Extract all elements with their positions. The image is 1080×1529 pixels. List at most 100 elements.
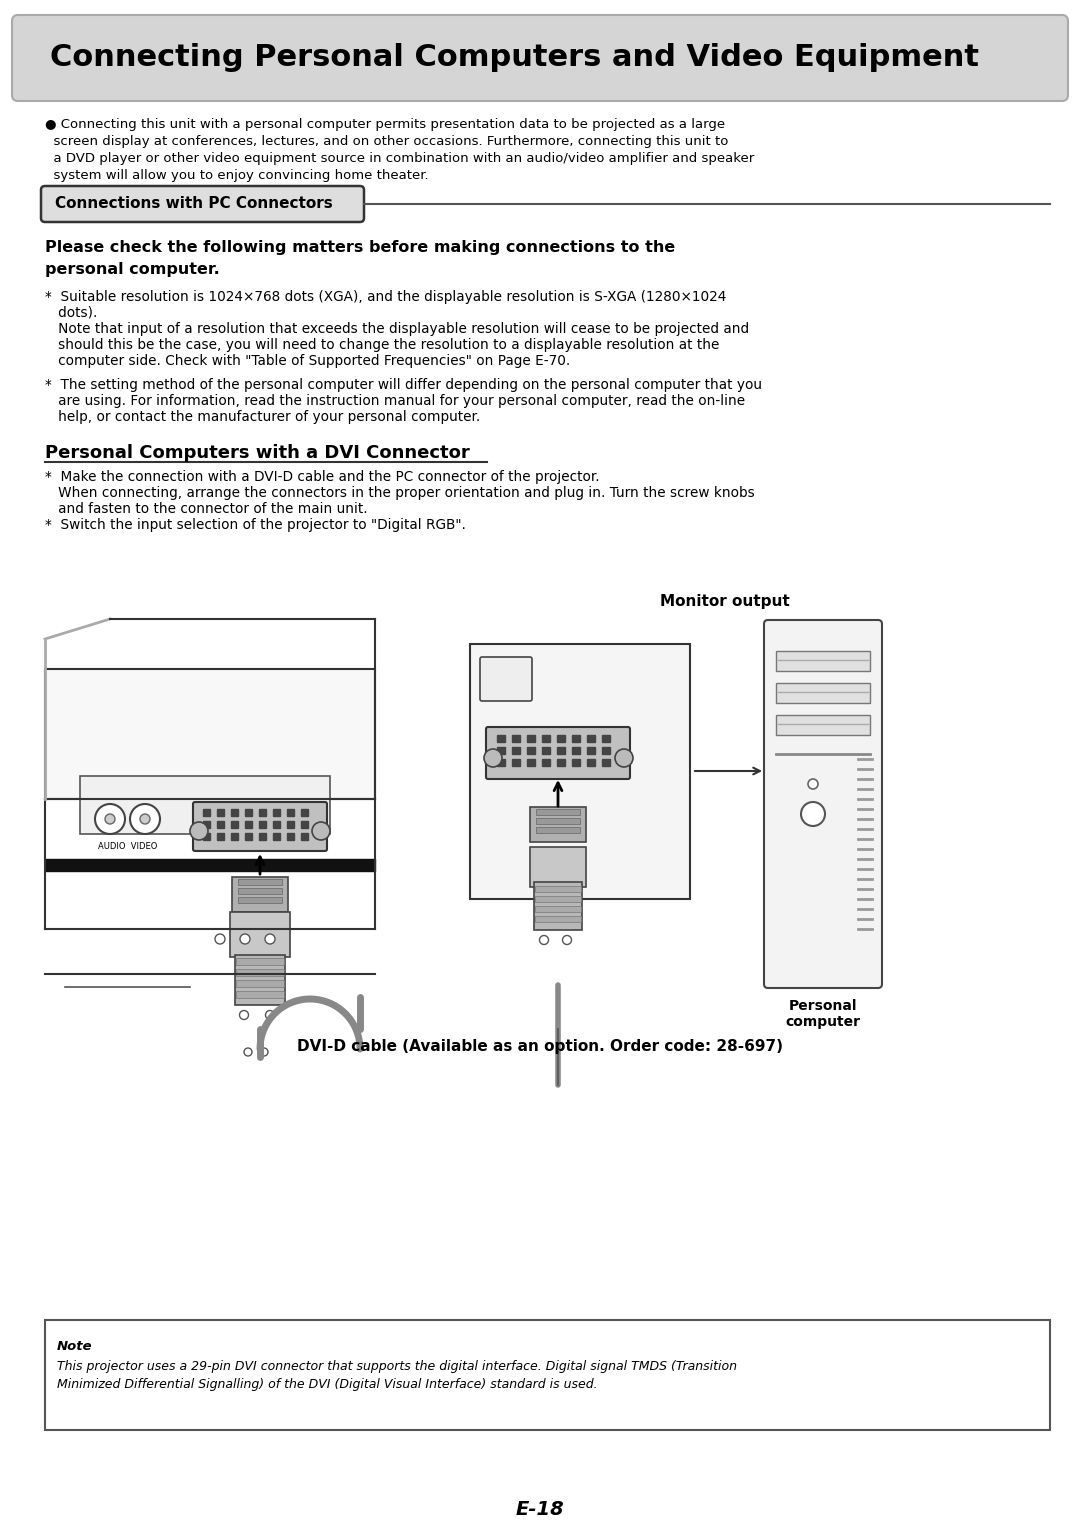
Text: Connecting Personal Computers and Video Equipment: Connecting Personal Computers and Video … xyxy=(50,43,978,72)
FancyBboxPatch shape xyxy=(193,803,327,852)
Text: *  Suitable resolution is 1024×768 dots (XGA), and the displayable resolution is: * Suitable resolution is 1024×768 dots (… xyxy=(45,291,727,304)
Text: AUDIO  VIDEO: AUDIO VIDEO xyxy=(98,842,158,852)
Text: E-18: E-18 xyxy=(515,1500,565,1518)
Bar xyxy=(301,821,308,829)
Bar xyxy=(572,748,580,754)
Circle shape xyxy=(484,749,502,768)
Bar xyxy=(536,809,580,815)
Text: Note: Note xyxy=(57,1339,93,1353)
Bar xyxy=(232,878,288,911)
Bar xyxy=(45,670,375,800)
Bar xyxy=(273,833,280,839)
Bar xyxy=(231,833,238,839)
Bar xyxy=(542,735,550,742)
Bar xyxy=(497,735,505,742)
Bar xyxy=(237,969,284,976)
Bar xyxy=(535,907,581,911)
Bar xyxy=(588,758,595,766)
Bar xyxy=(512,748,519,754)
Text: should this be the case, you will need to change the resolution to a displayable: should this be the case, you will need t… xyxy=(45,338,719,352)
Circle shape xyxy=(801,803,825,826)
Bar xyxy=(287,821,294,829)
Bar xyxy=(231,821,238,829)
Circle shape xyxy=(215,934,225,943)
Bar xyxy=(572,758,580,766)
Text: personal computer.: personal computer. xyxy=(45,261,219,277)
Circle shape xyxy=(266,1011,274,1020)
Circle shape xyxy=(260,1047,268,1057)
FancyBboxPatch shape xyxy=(41,187,364,222)
Circle shape xyxy=(312,823,330,839)
Bar xyxy=(512,758,519,766)
Circle shape xyxy=(540,936,549,945)
Text: are using. For information, read the instruction manual for your personal comput: are using. For information, read the ins… xyxy=(45,394,745,408)
Bar xyxy=(777,651,870,671)
Bar xyxy=(777,716,870,735)
Bar xyxy=(217,833,224,839)
Bar xyxy=(217,821,224,829)
Bar xyxy=(497,758,505,766)
Text: When connecting, arrange the connectors in the proper orientation and plug in. T: When connecting, arrange the connectors … xyxy=(45,486,755,500)
Circle shape xyxy=(240,934,249,943)
Bar xyxy=(602,748,610,754)
Bar xyxy=(235,956,285,1005)
Bar xyxy=(527,748,535,754)
Text: dots).: dots). xyxy=(45,306,97,320)
Text: system will allow you to enjoy convincing home theater.: system will allow you to enjoy convincin… xyxy=(45,170,429,182)
Circle shape xyxy=(190,823,208,839)
Text: This projector uses a 29-pin DVI connector that supports the digital interface. : This projector uses a 29-pin DVI connect… xyxy=(57,1359,737,1373)
Bar xyxy=(245,821,252,829)
Bar xyxy=(287,809,294,816)
Bar xyxy=(203,821,210,829)
Bar xyxy=(557,748,565,754)
Bar xyxy=(534,882,582,930)
Bar xyxy=(535,916,581,922)
FancyBboxPatch shape xyxy=(486,726,630,778)
FancyBboxPatch shape xyxy=(764,619,882,988)
Text: and fasten to the connector of the main unit.: and fasten to the connector of the main … xyxy=(45,502,367,515)
Bar xyxy=(238,888,282,894)
Bar xyxy=(301,833,308,839)
FancyBboxPatch shape xyxy=(480,657,532,700)
Bar xyxy=(245,833,252,839)
Circle shape xyxy=(240,1011,248,1020)
Bar xyxy=(237,959,284,965)
Bar xyxy=(259,809,266,816)
Bar xyxy=(777,683,870,703)
Bar xyxy=(542,748,550,754)
Bar xyxy=(273,821,280,829)
Text: Monitor output: Monitor output xyxy=(660,593,789,609)
Text: *  The setting method of the personal computer will differ depending on the pers: * The setting method of the personal com… xyxy=(45,378,762,391)
Text: ● Connecting this unit with a personal computer permits presentation data to be : ● Connecting this unit with a personal c… xyxy=(45,118,725,131)
Circle shape xyxy=(95,804,125,833)
Circle shape xyxy=(563,936,571,945)
Bar xyxy=(557,735,565,742)
Bar xyxy=(602,735,610,742)
Circle shape xyxy=(615,749,633,768)
Bar xyxy=(45,1320,1050,1430)
Text: *  Make the connection with a DVI-D cable and the PC connector of the projector.: * Make the connection with a DVI-D cable… xyxy=(45,469,599,485)
Text: a DVD player or other video equipment source in combination with an audio/video : a DVD player or other video equipment so… xyxy=(45,151,754,165)
Bar xyxy=(217,809,224,816)
Circle shape xyxy=(808,778,818,789)
Bar xyxy=(301,809,308,816)
Bar xyxy=(602,758,610,766)
Circle shape xyxy=(265,934,275,943)
Bar xyxy=(203,833,210,839)
Circle shape xyxy=(130,804,160,833)
Bar xyxy=(557,758,565,766)
Bar xyxy=(287,833,294,839)
Bar xyxy=(527,758,535,766)
Bar xyxy=(535,896,581,902)
Text: DVI-D cable (Available as an option. Order code: 28-697): DVI-D cable (Available as an option. Ord… xyxy=(297,1040,783,1053)
Bar xyxy=(542,758,550,766)
Text: Please check the following matters before making connections to the: Please check the following matters befor… xyxy=(45,240,675,255)
Bar xyxy=(238,879,282,885)
Text: Note that input of a resolution that exceeds the displayable resolution will cea: Note that input of a resolution that exc… xyxy=(45,323,750,336)
Text: Personal
computer: Personal computer xyxy=(785,998,861,1029)
Bar xyxy=(470,644,690,899)
FancyBboxPatch shape xyxy=(12,15,1068,101)
Text: *  Switch the input selection of the projector to "Digital RGB".: * Switch the input selection of the proj… xyxy=(45,518,465,532)
Text: screen display at conferences, lectures, and on other occasions. Furthermore, co: screen display at conferences, lectures,… xyxy=(45,135,728,148)
Text: Personal Computers with a DVI Connector: Personal Computers with a DVI Connector xyxy=(45,443,470,462)
